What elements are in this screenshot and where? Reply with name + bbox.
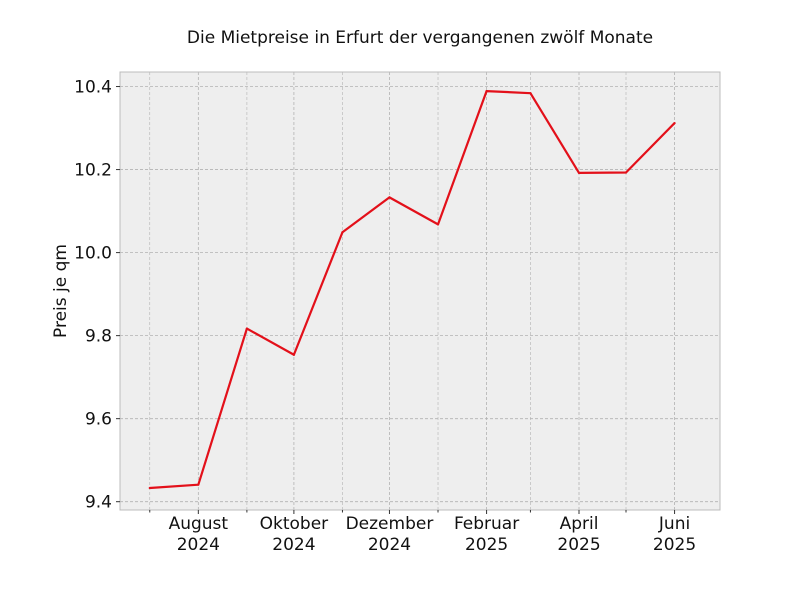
data-point <box>529 92 532 95</box>
data-point <box>341 231 344 234</box>
x-tick-label-month: Juni <box>658 514 690 534</box>
chart-title: Die Mietpreise in Erfurt der vergangenen… <box>187 28 653 48</box>
x-tick-label-month: April <box>560 514 599 534</box>
x-tick-label-month: August <box>169 514 229 534</box>
data-point <box>148 486 151 490</box>
data-point <box>292 353 295 356</box>
x-tick-label-year: 2024 <box>177 535 220 555</box>
x-tick-label-year: 2025 <box>465 535 508 555</box>
y-tick-labels: 9.4 9.6 9.8 10.0 10.2 10.4 <box>74 78 112 513</box>
data-point <box>673 121 676 125</box>
data-point <box>485 89 488 93</box>
series-layer <box>148 89 676 490</box>
x-tick-labels: August2024Oktober2024Dezember2024Februar… <box>169 514 697 555</box>
x-tick-label-year: 2025 <box>557 535 600 555</box>
x-tick-label-month: Februar <box>454 514 519 534</box>
plot-frame <box>119 71 721 511</box>
tick-marks <box>116 86 676 514</box>
data-point <box>197 483 200 486</box>
grid-lines <box>120 72 720 510</box>
y-tick-label: 9.8 <box>85 327 112 347</box>
x-tick-label-month: Oktober <box>260 514 329 534</box>
y-axis-label: Preis je qm <box>51 244 71 338</box>
x-tick-label-month: Dezember <box>346 514 434 534</box>
y-tick-label: 10.2 <box>74 161 112 181</box>
data-point <box>388 196 391 199</box>
data-point <box>624 171 628 174</box>
x-tick-label-year: 2024 <box>272 535 315 555</box>
x-tick-label-year: 2025 <box>653 535 696 555</box>
y-tick-label: 9.4 <box>85 493 112 513</box>
data-point <box>577 171 581 174</box>
data-point <box>245 327 248 330</box>
series-line <box>149 89 676 490</box>
y-tick-label: 9.6 <box>85 410 112 430</box>
data-point <box>436 223 440 226</box>
x-tick-label-year: 2024 <box>368 535 411 555</box>
plot-area <box>120 72 720 510</box>
y-tick-label: 10.0 <box>74 244 112 264</box>
y-tick-label: 10.4 <box>74 78 112 98</box>
